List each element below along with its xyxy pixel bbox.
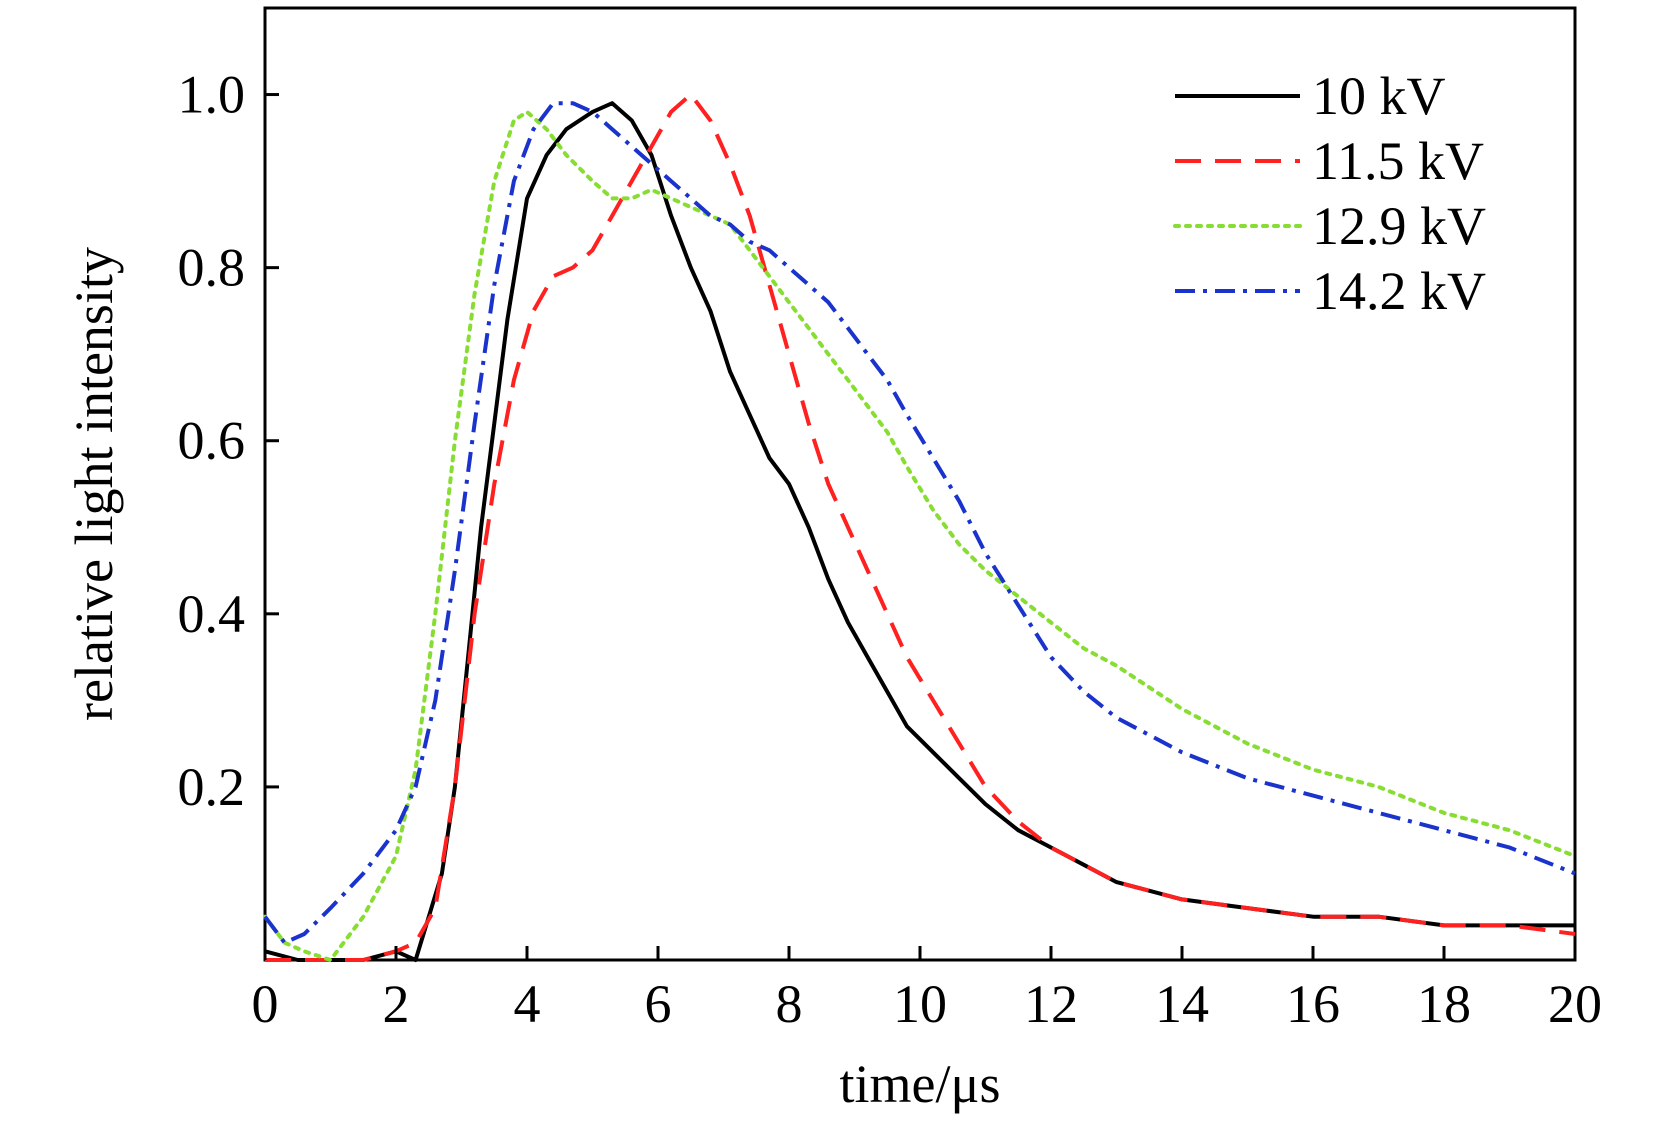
series-line-2: [263, 109, 1577, 962]
x-tick-label: 0: [252, 974, 279, 1034]
x-tick-label: 18: [1417, 974, 1471, 1034]
x-tick-label: 10: [893, 974, 947, 1034]
legend-label-2: 12.9 kV: [1312, 196, 1486, 256]
y-tick-label: 0.2: [178, 757, 246, 817]
x-axis: 0 2 4 6 8 10 12 14 16 18 20: [252, 946, 1602, 1034]
y-tick-label: 0.4: [178, 584, 246, 644]
x-tick-label: 14: [1155, 974, 1209, 1034]
x-tick-label: 6: [645, 974, 672, 1034]
x-tick-label: 8: [776, 974, 803, 1034]
series-line-3: [263, 101, 1576, 945]
legend-label-1: 11.5 kV: [1312, 131, 1484, 191]
y-axis-title: relative light intensity: [64, 247, 124, 721]
y-tick-label: 0.8: [178, 238, 246, 298]
x-tick-label: 2: [383, 974, 410, 1034]
series-layer: [263, 92, 1577, 962]
series-line-1: [265, 92, 1576, 962]
legend-label-0: 10 kV: [1312, 66, 1446, 126]
y-tick-label: 1.0: [178, 65, 246, 125]
x-tick-label: 20: [1548, 974, 1602, 1034]
x-axis-title: time/μs: [840, 1054, 1001, 1114]
y-axis: 0.2 0.4 0.6 0.8 1.0: [178, 65, 279, 817]
y-tick-label: 0.6: [178, 411, 246, 471]
x-tick-label: 4: [514, 974, 541, 1034]
x-tick-label: 12: [1024, 974, 1078, 1034]
x-tick-label: 16: [1286, 974, 1340, 1034]
legend-label-3: 14.2 kV: [1312, 261, 1486, 321]
